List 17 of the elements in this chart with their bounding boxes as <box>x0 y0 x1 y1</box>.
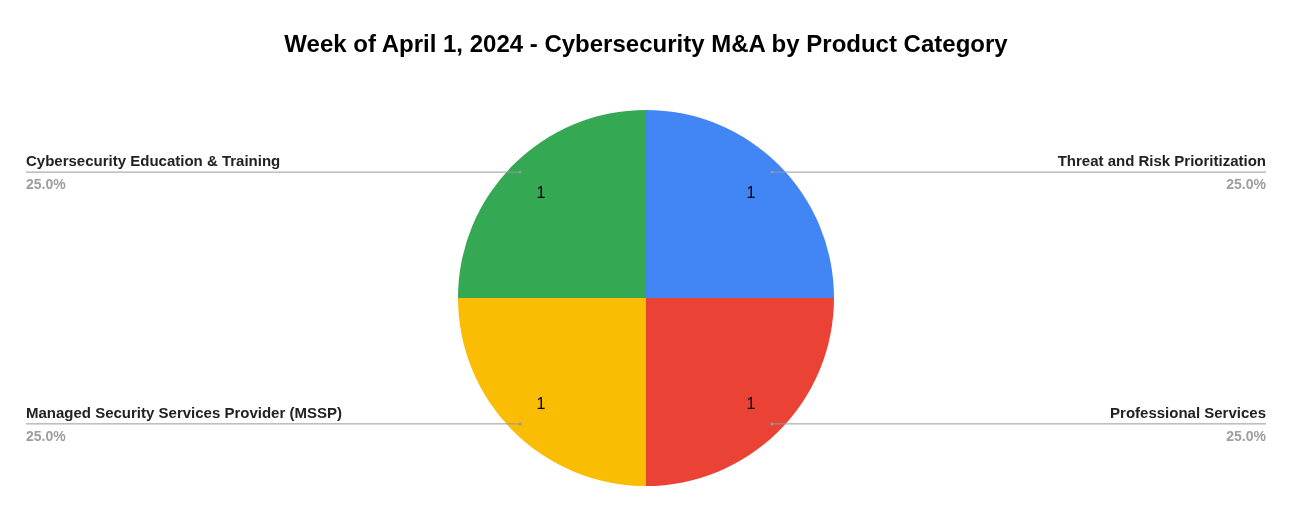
slice-label: Cybersecurity Education & Training <box>26 152 281 170</box>
data-label: 1 <box>746 394 756 412</box>
pie-slice <box>646 298 834 486</box>
data-label: 1 <box>536 394 546 412</box>
slice-label: Managed Security Services Provider (MSSP) <box>26 403 342 421</box>
text: 25.0% <box>1226 176 1266 193</box>
pie-slice <box>646 110 834 298</box>
slice-label: Professional Services <box>1110 403 1266 421</box>
text: 25.0% <box>1226 427 1266 444</box>
data-label: 1 <box>536 184 546 202</box>
slice-label: Threat and Risk Prioritization <box>1057 152 1266 170</box>
text: 25.0% <box>26 427 66 444</box>
pie-slice <box>458 298 646 486</box>
text: 25.0% <box>26 176 66 193</box>
data-label: 1 <box>746 184 756 202</box>
chart-title: Week of April 1, 2024 - Cybersecurity M&A by Product Category <box>284 30 1009 57</box>
pie-slice <box>458 110 646 298</box>
